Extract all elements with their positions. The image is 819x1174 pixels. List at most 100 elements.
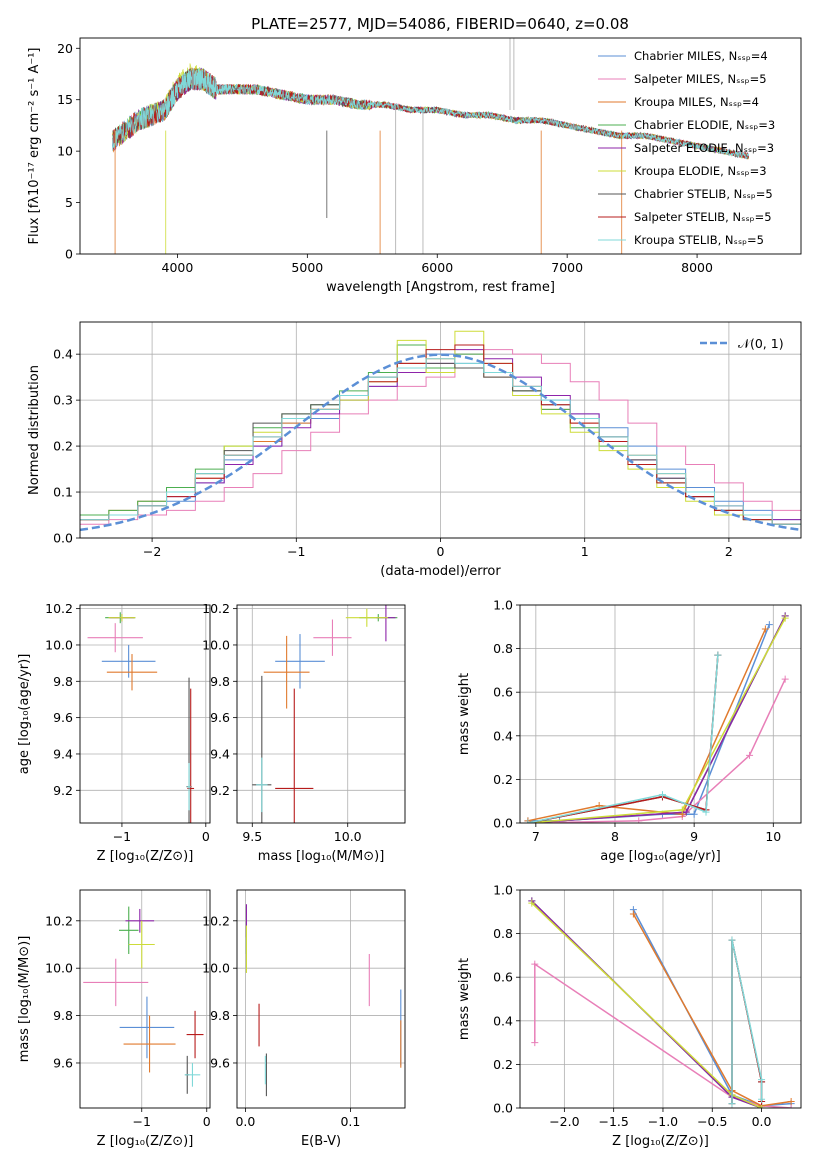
weight_vs_z-marker-salpeter_miles [531,1039,539,1047]
age_vs_z-xtick-label: −1 [113,829,131,844]
mass_vs_ebv-plot-area [245,904,402,1097]
age_vs_z-frame [79,604,211,824]
weight_vs_age-marker-salpeter_miles [781,675,789,683]
mass_vs_z-plot-area [83,906,204,1094]
weight_vs_z-marker-kroupa_stelib [728,936,736,944]
age_vs_z-panel: −1 0 9.2 9.4 9.6 9.8 10.0 10.2 Z [log₁₀(Z/Z⊙)] ag… [17,601,211,864]
weight_vs_z-marker-kroupa_elodie [528,899,536,907]
normal-curve [80,353,801,532]
age_vs_mass-xtick-label: 10.0 [334,829,362,844]
mass_vs_ebv-xlabel: E(B-V) [301,1134,341,1149]
age_vs_mass-ytick-label: 10.2 [202,601,230,616]
weight_vs_z-line-kroupa_stelib [731,939,763,1104]
weight_vs_age-marker-chabrier_miles [765,621,773,629]
age_vs_mass-xlabel: mass [log₁₀(M/M⊙)] [258,849,385,864]
mass_vs_ebv-panel: 0.0 0.1 9.6 9.8 10.0 10.2 E(B-V) [202,889,406,1149]
legend-label-kroupa_stelib: Kroupa STELIB, Nₛₛₚ=5 [634,233,764,247]
weight_vs_age-marker-chabrier_miles [690,810,698,818]
mass_vs_z-ytick-label: 9.6 [53,1055,73,1070]
age_vs_mass-ytick-label: 9.2 [210,783,230,798]
weight_vs_age-marker-kroupa_stelib [714,651,722,659]
weight_vs_z-marker-kroupa_stelib [758,1076,766,1084]
weight_vs_age-xtick-label: 9 [690,829,698,844]
residuals-xlabel: (data-model)/error [380,564,501,579]
age_vs_mass-ytick-label: 9.6 [210,710,230,725]
weight_vs_age-xtick-label: 7 [532,829,540,844]
age_vs_mass-xtick-label: 9.5 [242,829,262,844]
weight_vs_age-marker-salpeter_elodie [682,808,690,816]
spectrum-xtick-label: 5000 [291,260,323,275]
mass_vs_ebv-frame [236,889,406,1109]
weight_vs_z-ytick-label: 0.8 [493,926,513,941]
weight_vs_age-ytick-label: 0.6 [493,685,513,700]
weight_vs_age-marker-salpeter_miles [635,817,643,823]
weight_vs_age-line-kroupa_miles [527,628,767,822]
weight_vs_age-frame [519,604,802,824]
weight_vs_age-xlabel: age [log₁₀(age/yr)] [600,849,721,864]
weight_vs_age-ytick-label: 0.2 [493,772,513,787]
weight_vs_z-xtick-label: −0.5 [697,1114,727,1129]
weight_vs_age-marker-kroupa_elodie [781,614,789,622]
age_vs_z-ytick-label: 9.6 [53,710,73,725]
weight_vs_z-ytick-label: 1.0 [493,883,513,898]
weight_vs_z-ylabel: mass weight [457,958,472,1040]
weight_vs_age-marker-kroupa_stelib [658,791,666,799]
spectrum-ytick-label: 10 [57,144,73,159]
age_vs_z-ytick-label: 10.2 [45,601,73,616]
weight_vs_age-ylabel: mass weight [457,673,472,755]
weight_vs_z-plot-area [528,897,795,1108]
legend-label-normal: 𝒩(0, 1) [738,336,784,351]
weight_vs_z-frame [519,889,802,1109]
spectrum-ytick-label: 0 [65,247,73,262]
weight_vs_z-xtick-label: −1.5 [598,1114,628,1129]
mass_vs_ebv-xtick-label: 0.1 [340,1114,360,1129]
weight_vs_z-ytick-label: 0.4 [493,1013,513,1028]
weight_vs_age-ytick-label: 1.0 [493,598,513,613]
legend-label-chabrier_stelib: Chabrier STELIB, Nₛₛₚ=5 [634,187,773,201]
weight_vs_age-xtick-label: 8 [611,829,619,844]
residuals-xtick-label: 0 [437,544,445,559]
weight_vs_age-ytick-label: 0.0 [493,816,513,831]
weight_vs_age-marker-kroupa_stelib [524,819,532,823]
weight_vs_age-marker-kroupa_stelib [702,808,710,816]
age_vs_z-xlabel: Z [log₁₀(Z/Z⊙)] [97,849,194,864]
residuals-xtick-label: −2 [143,544,161,559]
weight_vs_age-ytick-label: 0.8 [493,641,513,656]
age_vs_z-ytick-label: 10.0 [45,637,73,652]
weight_vs_z-xtick-label: −1.0 [648,1114,678,1129]
weight_vs_age-plot-area [524,612,789,823]
legend-label-salpeter_miles: Salpeter MILES, Nₛₛₚ=5 [634,72,767,86]
weight_vs_z-marker-kroupa_elodie [758,1104,766,1108]
weight_vs_z-marker-kroupa_stelib [728,1100,736,1108]
mass_vs_z-frame [79,889,211,1109]
residuals-xtick-label: 1 [581,544,589,559]
age_vs_z-ytick-label: 9.4 [53,746,73,761]
age_vs_mass-ytick-label: 9.8 [210,674,230,689]
mass_vs_ebv-ytick-label: 10.0 [202,961,230,976]
weight_vs_z-ytick-label: 0.2 [493,1057,513,1072]
spectrum-xtick-label: 4000 [162,260,194,275]
residuals-ytick-label: 0.3 [53,393,73,408]
weight_vs_z-marker-kroupa_stelib [758,1095,766,1103]
age_vs_mass-ytick-label: 9.4 [210,746,230,761]
mass_vs_z-ytick-label: 10.0 [45,961,73,976]
mass_vs_ebv-xtick-label: 0.0 [235,1114,255,1129]
residuals-ytick-label: 0.0 [53,531,73,546]
mass_vs_ebv-ytick-label: 9.6 [210,1055,230,1070]
weight_vs_age-ytick-label: 0.4 [493,728,513,743]
mass_vs_ebv-ytick-label: 9.8 [210,1008,230,1023]
spectrum-series-kroupa_stelib [112,68,749,160]
spectrum-ytick-label: 5 [65,195,73,210]
mass_vs_z-xtick-label: 0 [203,1114,211,1129]
weight_vs_z-xtick-label: −2.0 [549,1114,579,1129]
residuals-xtick-label: 2 [725,544,733,559]
weight_vs_z-marker-kroupa_miles [787,1097,795,1105]
spectrum-ytick-label: 20 [57,41,73,56]
residuals-ytick-label: 0.1 [53,485,73,500]
weight_vs_age-panel: 7 8 9 10 0.0 0.2 0.4 0.6 0.8 1.0 age [log₁₀(age/yr… [457,598,802,864]
mass_vs_ebv-ytick-label: 10.2 [202,913,230,928]
